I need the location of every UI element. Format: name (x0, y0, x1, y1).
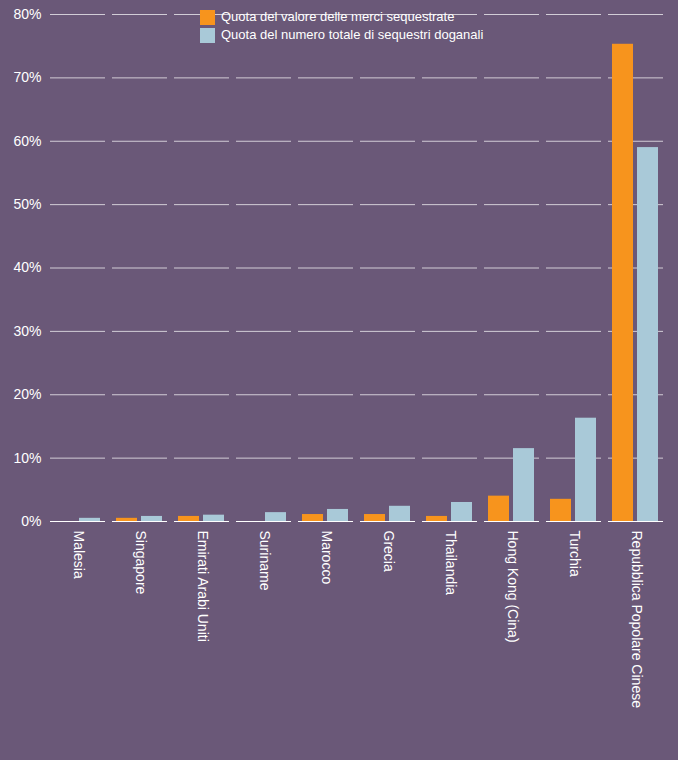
svg-text:70%: 70% (13, 69, 41, 85)
svg-text:Turchia: Turchia (567, 531, 583, 577)
svg-text:Emirati Arabi Uniti: Emirati Arabi Uniti (195, 531, 211, 642)
svg-text:Malesia: Malesia (71, 531, 87, 579)
svg-text:50%: 50% (13, 196, 41, 212)
svg-text:20%: 20% (13, 386, 41, 402)
svg-text:30%: 30% (13, 323, 41, 339)
svg-text:10%: 10% (13, 450, 41, 466)
html-text:Quota del valore delle merci s: Quota del valore delle merci sequestrate (221, 9, 455, 24)
svg-text:Suriname: Suriname (257, 531, 273, 591)
svg-text:Marocco: Marocco (319, 531, 335, 585)
html-text:Quota del numero totale di seq: Quota del numero totale di sequestri dog… (221, 27, 484, 42)
svg-text:Grecia: Grecia (381, 531, 397, 572)
svg-text:0%: 0% (21, 513, 41, 529)
svg-text:Repubblica Popolare Cinese: Repubblica Popolare Cinese (629, 531, 645, 709)
svg-text:80%: 80% (13, 6, 41, 22)
svg-text:Singapore: Singapore (133, 531, 149, 595)
svg-text:60%: 60% (13, 133, 41, 149)
svg-text:40%: 40% (13, 259, 41, 275)
svg-text:Thailandia: Thailandia (443, 531, 459, 596)
svg-text:Hong Kong (Cina): Hong Kong (Cina) (505, 531, 521, 643)
